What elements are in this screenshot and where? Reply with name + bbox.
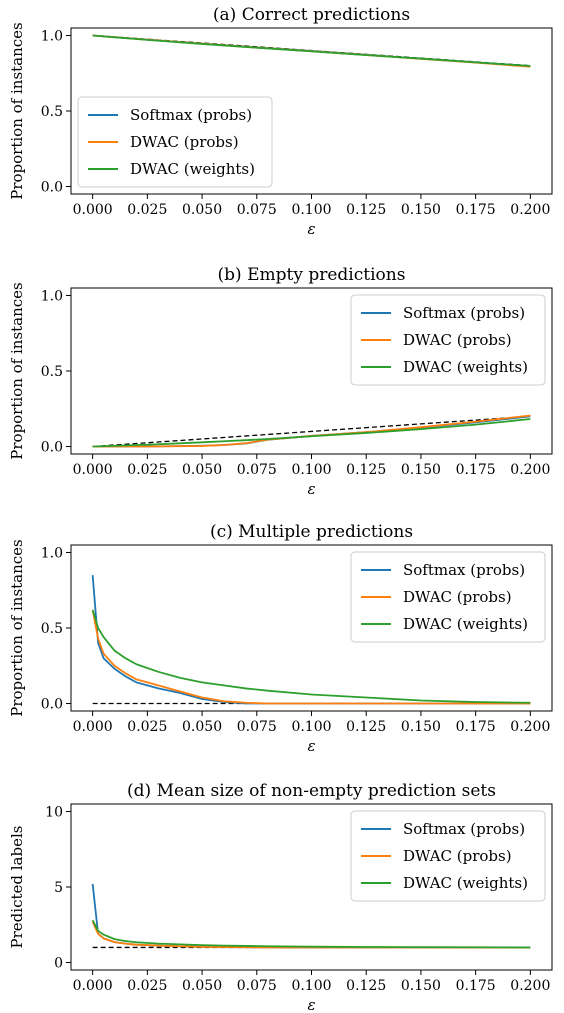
- x-tick-label: 0.100: [291, 462, 331, 478]
- x-tick-label: 0.100: [291, 202, 331, 218]
- legend-label: DWAC (weights): [403, 358, 528, 376]
- legend: Softmax (probs) DWAC (probs) DWAC (weights…: [350, 551, 546, 643]
- x-tick-label: 0.175: [456, 202, 496, 218]
- x-tick-label: 0.150: [401, 202, 441, 218]
- x-tick-label: 0.025: [127, 978, 167, 994]
- y-tick-label: 0.5: [41, 621, 63, 637]
- legend-label: DWAC (probs): [403, 331, 512, 349]
- x-axis-label: ε: [307, 220, 315, 238]
- x-axis-label: ε: [307, 480, 315, 498]
- y-tick-label: 1.0: [41, 288, 63, 304]
- series-line-3: [91, 609, 531, 704]
- legend: Softmax (probs) DWAC (probs) DWAC (weights…: [350, 810, 546, 902]
- x-tick-label: 0.150: [401, 462, 441, 478]
- x-tick-label: 0.100: [291, 719, 331, 735]
- y-tick-label: 0.5: [41, 364, 63, 380]
- x-tick-label: 0.175: [456, 719, 496, 735]
- x-tick-label: 0.075: [237, 202, 277, 218]
- chart-panel-a: (a) Correct predictions 0.000 0.025 0.050 0.…: [8, 5, 553, 238]
- series-line-3: [92, 418, 531, 448]
- x-tick-label: 0.125: [346, 978, 386, 994]
- x-tick-label: 0.025: [127, 719, 167, 735]
- legend: Softmax (probs) DWAC (probs) DWAC (weights…: [77, 96, 273, 188]
- y-tick-label: 10: [45, 804, 63, 820]
- legend-label: Softmax (probs): [403, 820, 525, 838]
- x-tick-label: 0.125: [346, 719, 386, 735]
- x-tick-label: 0.100: [291, 978, 331, 994]
- chart-panel-d: (d) Mean size of non-empty prediction se…: [8, 781, 553, 1013]
- y-tick-label: 0.0: [41, 697, 63, 713]
- x-tick-label: 0.050: [182, 719, 222, 735]
- x-tick-label: 0.025: [127, 202, 167, 218]
- x-tick-label: 0.075: [237, 462, 277, 478]
- x-tick-label: 0.200: [510, 719, 550, 735]
- x-tick-label: 0.000: [73, 202, 113, 218]
- x-axis-label: ε: [307, 737, 315, 755]
- legend-label: DWAC (weights): [403, 615, 528, 633]
- legend-box: [77, 96, 273, 188]
- x-tick-label: 0.125: [346, 462, 386, 478]
- x-tick-label: 0.050: [182, 978, 222, 994]
- legend-label: DWAC (weights): [130, 160, 255, 178]
- series-line-3: [92, 34, 531, 67]
- y-tick-label: 5: [54, 880, 63, 896]
- x-tick-label: 0.125: [346, 202, 386, 218]
- x-tick-label: 0.050: [182, 462, 222, 478]
- legend-label: Softmax (probs): [403, 304, 525, 322]
- x-tick-label: 0.150: [401, 719, 441, 735]
- chart-panel-b: (b) Empty predictions 0.000 0.025 0.050 0.07…: [8, 265, 553, 498]
- chart-title: (a) Correct predictions: [213, 5, 410, 25]
- legend: Softmax (probs) DWAC (probs) DWAC (weights…: [350, 294, 546, 386]
- x-tick-label: 0.075: [237, 719, 277, 735]
- legend-box: [350, 810, 546, 902]
- legend-label: DWAC (probs): [403, 588, 512, 606]
- x-tick-label: 0.175: [456, 462, 496, 478]
- x-tick-label: 0.175: [456, 978, 496, 994]
- y-axis-label: Proportion of instances: [8, 22, 26, 200]
- x-tick-label: 0.050: [182, 202, 222, 218]
- y-tick-label: 1.0: [41, 545, 63, 561]
- x-axis-label: ε: [307, 996, 315, 1013]
- x-tick-label: 0.150: [401, 978, 441, 994]
- y-tick-label: 0.5: [41, 104, 63, 120]
- x-tick-label: 0.000: [73, 978, 113, 994]
- y-axis-label: Proportion of instances: [8, 282, 26, 460]
- chart-title: (d) Mean size of non-empty prediction se…: [127, 781, 496, 801]
- x-tick-label: 0.000: [73, 462, 113, 478]
- series-line-3: [91, 919, 531, 949]
- legend-label: Softmax (probs): [403, 561, 525, 579]
- legend-label: DWAC (probs): [403, 847, 512, 865]
- legend-label: DWAC (weights): [403, 874, 528, 892]
- x-tick-label: 0.200: [510, 462, 550, 478]
- y-tick-label: 0: [54, 956, 63, 972]
- x-tick-label: 0.000: [73, 719, 113, 735]
- x-tick-label: 0.200: [510, 202, 550, 218]
- reference-line: [92, 415, 531, 448]
- series-line-2: [91, 609, 531, 705]
- x-tick-label: 0.200: [510, 978, 550, 994]
- chart-panel-c: (c) Multiple predictions 0.000 0.025 0.050 0…: [8, 522, 553, 755]
- legend-box: [350, 551, 546, 643]
- y-tick-label: 0.0: [41, 440, 63, 456]
- chart-title: (c) Multiple predictions: [210, 522, 413, 542]
- y-tick-label: 0.0: [41, 180, 63, 196]
- x-tick-label: 0.075: [237, 978, 277, 994]
- legend-label: Softmax (probs): [130, 106, 252, 124]
- x-tick-label: 0.025: [127, 462, 167, 478]
- legend-box: [350, 294, 546, 386]
- y-axis-label: Proportion of instances: [8, 539, 26, 717]
- chart-title: (b) Empty predictions: [218, 265, 406, 285]
- legend-label: DWAC (probs): [130, 133, 239, 151]
- y-axis-label: Predicted labels: [8, 826, 26, 949]
- y-tick-label: 1.0: [41, 28, 63, 44]
